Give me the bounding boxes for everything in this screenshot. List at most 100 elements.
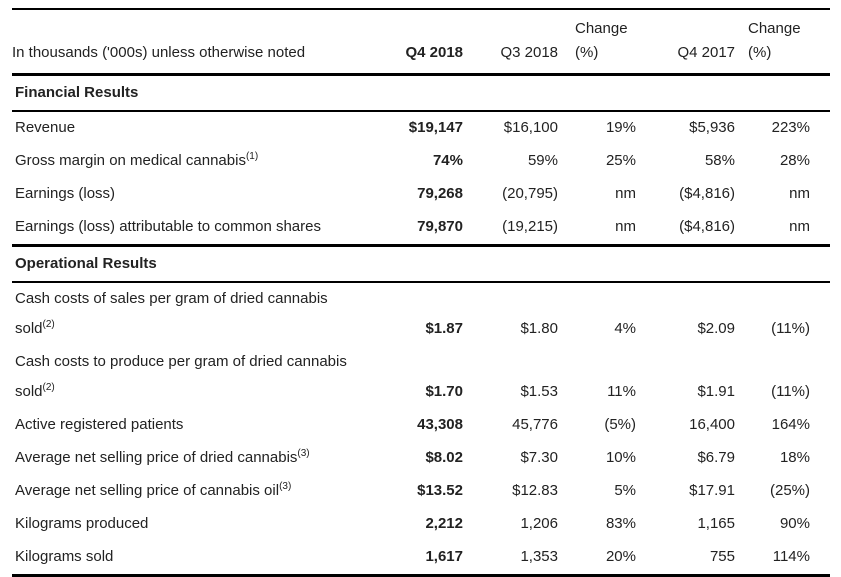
value-cell-3: $6.79 <box>697 449 735 466</box>
value-cell-1: $7.30 <box>520 449 558 466</box>
footnote-ref: (3) <box>279 481 292 492</box>
value-cell-0: $13.52 <box>417 482 463 499</box>
value-cell-2: 5% <box>614 482 636 499</box>
col-header-3: Q4 2017 <box>677 44 735 61</box>
row-label: Active registered patients <box>15 416 184 433</box>
section-title-row: Financial Results <box>12 74 830 112</box>
value-cell-2: 11% <box>607 383 636 400</box>
footnote-ref: (1) <box>245 151 259 162</box>
header-row-top: Change Change <box>12 9 830 42</box>
value-cell-4: nm <box>789 185 810 202</box>
value-cell-0: 74% <box>432 152 463 169</box>
table-row: Average net selling price of cannabis oi… <box>12 475 830 508</box>
value-cell-4: 114% <box>772 548 810 565</box>
value-cell-3: ($4,816) <box>679 218 735 235</box>
row-label: Kilograms sold <box>15 548 114 565</box>
table-head: Change Change In thousands ('000s) unless … <box>12 9 830 75</box>
row-label: Cash costs of sales per gram of dried ca… <box>12 282 386 346</box>
col-header-top-0 <box>386 9 463 42</box>
table-body: Financial Results Revenue $19,147 $16,100 19… <box>12 74 830 576</box>
row-label-line1: Cash costs of sales per gram of dried ca… <box>15 290 328 307</box>
footnote-ref: (3) <box>297 448 310 459</box>
value-cell-4: (11%) <box>771 383 810 400</box>
footnote-ref: (2) <box>42 319 55 330</box>
col-header-top-4: Change <box>748 20 801 37</box>
table-row: Earnings (loss) attributable to common s… <box>12 211 830 246</box>
value-cell-3: $1.91 <box>697 383 735 400</box>
row-label: Earnings (loss) attributable to common s… <box>15 218 321 235</box>
col-header-0: Q4 2018 <box>405 44 463 61</box>
value-cell-0: 43,308 <box>417 416 463 433</box>
col-header-top-3 <box>638 9 735 42</box>
value-cell-1: (20,795) <box>502 185 558 202</box>
value-cell-2: nm <box>615 218 636 235</box>
value-cell-0: $1.70 <box>425 383 463 400</box>
value-cell-2: nm <box>615 185 636 202</box>
col-header-4: (%) <box>748 44 772 61</box>
table-row: Earnings (loss) 79,268 (20,795) nm ($4,816) n… <box>12 178 830 211</box>
table-row: Kilograms sold 1,617 1,353 20% 755 114% <box>12 541 830 576</box>
value-cell-2: 83% <box>605 515 636 532</box>
value-cell-3: 16,400 <box>689 416 735 433</box>
col-header-1: Q3 2018 <box>500 44 558 61</box>
col-header-2: (%) <box>575 44 599 61</box>
row-label: Gross margin on medical cannabis(1) <box>15 151 259 170</box>
header-spacer <box>12 9 386 42</box>
value-cell-4: (25%) <box>769 482 810 499</box>
table-row: Average net selling price of dried canna… <box>12 442 830 475</box>
value-cell-0: $1.87 <box>425 320 463 337</box>
value-cell-1: (19,215) <box>502 218 558 235</box>
value-cell-4: nm <box>789 218 810 235</box>
footnote-ref: (2) <box>42 382 55 393</box>
value-cell-0: 79,870 <box>417 218 463 235</box>
value-cell-0: $8.02 <box>425 449 463 466</box>
section-title: Financial Results <box>12 74 830 112</box>
row-label: Revenue <box>15 119 76 136</box>
value-cell-4: 90% <box>779 515 810 532</box>
value-cell-1: 45,776 <box>512 416 558 433</box>
value-cell-3: 58% <box>704 152 735 169</box>
table-row: Cash costs to produce per gram of dried … <box>12 346 830 409</box>
value-cell-2: (5%) <box>604 416 636 433</box>
table-row: Cash costs of sales per gram of dried ca… <box>12 282 830 346</box>
value-cell-2: 19% <box>605 119 636 136</box>
value-cell-0: 1,617 <box>425 548 463 565</box>
value-cell-0: 2,212 <box>425 515 463 532</box>
row-label-line1: Cash costs to produce per gram of dried … <box>15 353 347 370</box>
row-label: Kilograms produced <box>15 515 149 532</box>
section-title-row: Operational Results <box>12 245 830 283</box>
table-row: Gross margin on medical cannabis(1) 74% 59… <box>12 145 830 178</box>
value-cell-4: 28% <box>779 152 810 169</box>
value-cell-2: 25% <box>605 152 636 169</box>
value-cell-2: 4% <box>614 320 636 337</box>
value-cell-3: 1,165 <box>697 515 735 532</box>
value-cell-3: $17.91 <box>689 482 735 499</box>
value-cell-1: 59% <box>527 152 558 169</box>
value-cell-3: ($4,816) <box>679 185 735 202</box>
col-header-top-2: Change <box>575 20 628 37</box>
value-cell-2: 10% <box>605 449 636 466</box>
table-row: Active registered patients 43,308 45,776 (5… <box>12 409 830 442</box>
value-cell-1: $16,100 <box>503 119 558 136</box>
value-cell-0: $19,147 <box>408 119 463 136</box>
row-label: Cash costs to produce per gram of dried … <box>12 346 386 409</box>
value-cell-4: 18% <box>779 449 810 466</box>
value-cell-1: 1,206 <box>520 515 558 532</box>
value-cell-0: 79,268 <box>417 185 463 202</box>
value-cell-4: (11%) <box>771 320 810 337</box>
table-note: In thousands ('000s) unless otherwise no… <box>12 44 306 61</box>
value-cell-3: 755 <box>709 548 735 565</box>
quarterly-results-table: Change Change In thousands ('000s) unless … <box>12 8 830 577</box>
section-title: Operational Results <box>12 245 830 283</box>
table-row: Kilograms produced 2,212 1,206 83% 1,165 90% <box>12 508 830 541</box>
value-cell-1: $1.53 <box>520 383 558 400</box>
value-cell-4: 164% <box>771 416 810 433</box>
value-cell-1: $1.80 <box>520 320 558 337</box>
table-row: Revenue $19,147 $16,100 19% $5,936 223% <box>12 111 830 145</box>
value-cell-4: 223% <box>771 119 810 136</box>
row-label: Earnings (loss) <box>15 185 116 202</box>
row-label: Average net selling price of dried canna… <box>15 448 310 467</box>
col-header-top-1 <box>463 9 558 42</box>
value-cell-2: 20% <box>605 548 636 565</box>
